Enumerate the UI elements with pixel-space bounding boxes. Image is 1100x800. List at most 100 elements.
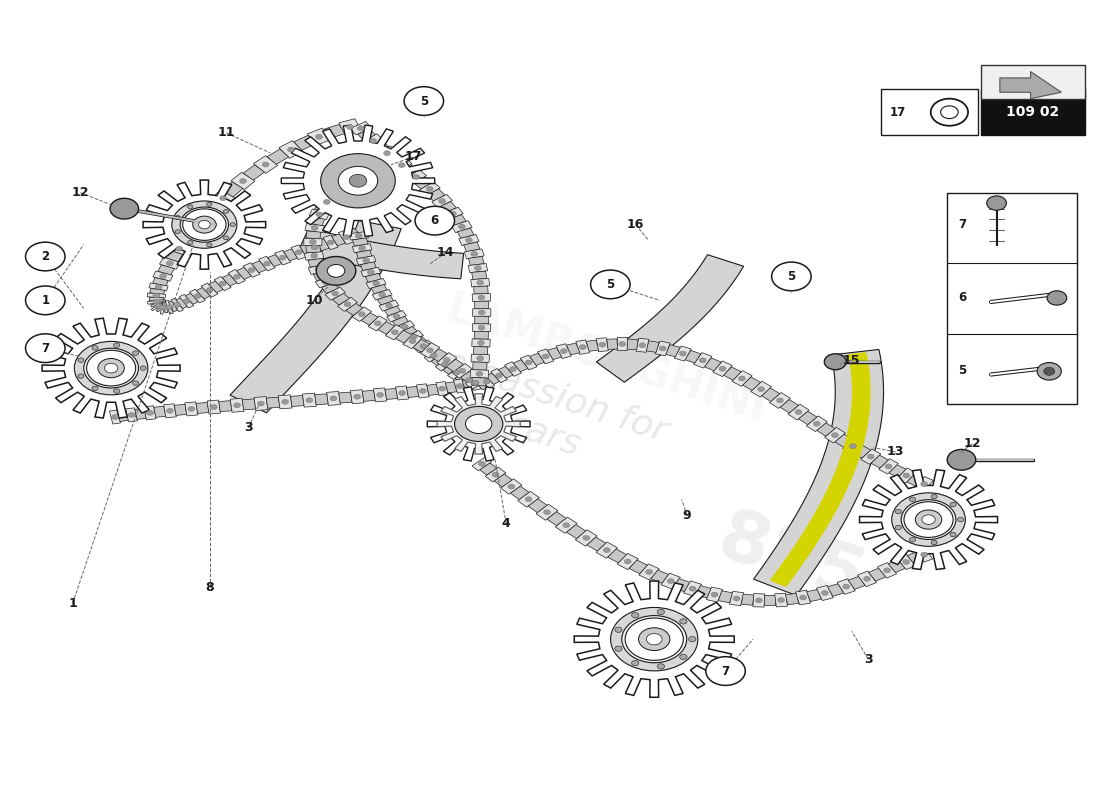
Polygon shape [361, 262, 376, 270]
Text: a passion for
cars: a passion for cars [428, 345, 672, 486]
Text: 17: 17 [890, 106, 906, 118]
Polygon shape [871, 455, 889, 468]
Polygon shape [170, 298, 184, 312]
Polygon shape [412, 339, 430, 352]
Circle shape [311, 226, 318, 230]
Polygon shape [465, 376, 486, 390]
Polygon shape [294, 135, 316, 150]
Polygon shape [151, 301, 166, 310]
Polygon shape [153, 271, 173, 282]
Circle shape [133, 381, 139, 386]
Circle shape [439, 386, 446, 391]
Circle shape [958, 518, 964, 522]
Polygon shape [236, 267, 252, 279]
Circle shape [621, 615, 686, 662]
Polygon shape [468, 378, 483, 390]
Polygon shape [174, 404, 187, 415]
Circle shape [346, 125, 353, 130]
Circle shape [311, 245, 318, 250]
Polygon shape [304, 238, 322, 246]
Polygon shape [214, 277, 231, 290]
Polygon shape [135, 408, 146, 419]
Circle shape [476, 356, 484, 361]
Polygon shape [395, 321, 415, 333]
Polygon shape [557, 344, 571, 358]
Polygon shape [494, 474, 513, 487]
Polygon shape [314, 270, 330, 281]
Circle shape [309, 239, 317, 244]
Circle shape [867, 454, 875, 459]
Circle shape [183, 209, 227, 240]
Polygon shape [724, 367, 741, 380]
Polygon shape [125, 408, 138, 422]
Polygon shape [316, 239, 329, 250]
Circle shape [987, 196, 1007, 210]
Polygon shape [431, 194, 452, 208]
Circle shape [843, 584, 849, 589]
Circle shape [931, 540, 937, 545]
Text: 2: 2 [41, 250, 50, 263]
Circle shape [415, 206, 454, 235]
Circle shape [778, 598, 784, 602]
Circle shape [483, 379, 491, 384]
Polygon shape [339, 392, 352, 403]
Polygon shape [547, 512, 567, 526]
Text: 5: 5 [788, 270, 795, 283]
Circle shape [323, 199, 330, 204]
Polygon shape [334, 181, 350, 192]
Polygon shape [835, 434, 852, 447]
Polygon shape [420, 342, 440, 358]
Circle shape [376, 392, 384, 398]
Text: 109 02: 109 02 [1006, 106, 1059, 119]
Polygon shape [185, 294, 198, 304]
Polygon shape [356, 250, 372, 258]
Polygon shape [575, 340, 590, 354]
Text: 6: 6 [431, 214, 439, 227]
Polygon shape [252, 261, 266, 273]
Polygon shape [371, 141, 388, 154]
Polygon shape [207, 400, 220, 414]
Polygon shape [378, 322, 395, 334]
Polygon shape [460, 374, 477, 387]
Circle shape [895, 526, 902, 530]
Polygon shape [474, 301, 488, 309]
Polygon shape [436, 382, 449, 396]
Circle shape [639, 628, 670, 650]
Polygon shape [827, 584, 844, 596]
Polygon shape [915, 477, 934, 492]
Circle shape [113, 389, 120, 394]
Circle shape [443, 358, 450, 362]
Polygon shape [430, 349, 448, 362]
Circle shape [187, 241, 192, 245]
Polygon shape [176, 234, 194, 247]
Text: 5: 5 [606, 278, 615, 291]
Circle shape [476, 371, 483, 376]
Polygon shape [916, 547, 933, 562]
Polygon shape [300, 244, 313, 256]
Polygon shape [556, 517, 578, 534]
Polygon shape [363, 134, 384, 148]
Circle shape [680, 351, 686, 356]
Polygon shape [165, 250, 183, 262]
Polygon shape [258, 256, 275, 271]
Circle shape [153, 293, 159, 298]
Circle shape [689, 586, 696, 591]
Polygon shape [302, 393, 317, 407]
Polygon shape [42, 318, 180, 418]
Circle shape [459, 224, 465, 229]
Polygon shape [485, 467, 506, 482]
Circle shape [921, 552, 927, 557]
Polygon shape [254, 397, 267, 410]
Circle shape [892, 493, 966, 546]
Polygon shape [448, 366, 465, 379]
Circle shape [160, 305, 166, 310]
Polygon shape [385, 389, 397, 399]
Polygon shape [469, 257, 484, 266]
Circle shape [183, 298, 190, 304]
Polygon shape [442, 207, 463, 220]
Polygon shape [376, 146, 397, 161]
Circle shape [560, 349, 568, 354]
Circle shape [98, 358, 124, 378]
Polygon shape [284, 249, 298, 261]
Polygon shape [754, 350, 883, 595]
